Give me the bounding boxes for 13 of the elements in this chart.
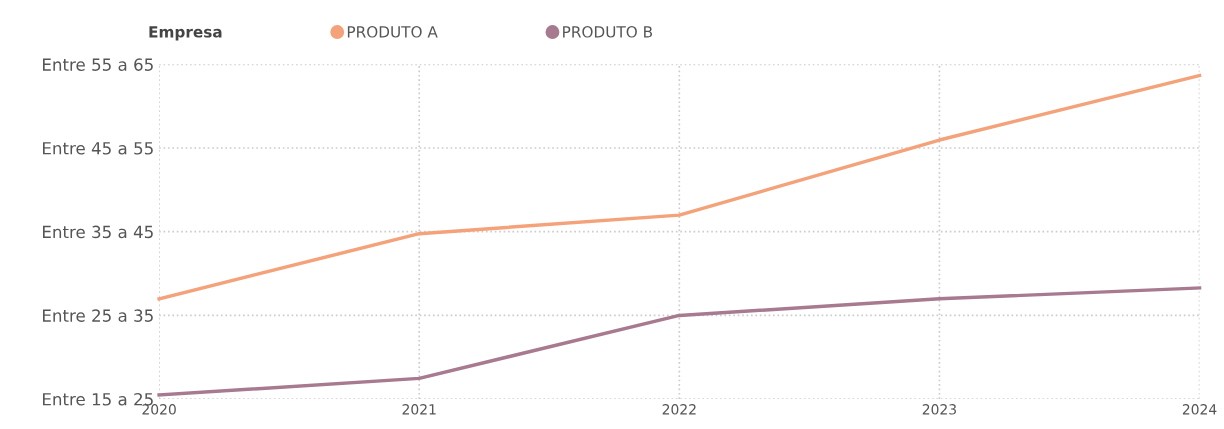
text: Entre 35 a 45 (43, 225, 153, 239)
x-tick-label: 2020 (142, 404, 176, 415)
x-tick-label: 2021 (402, 404, 436, 415)
x-tick-label: 2023 (922, 404, 956, 415)
x-tick-label: 2022 (662, 404, 696, 415)
text: Entre 55 a 65 (43, 58, 153, 71)
legend-label: PRODUTO A (347, 26, 438, 38)
legend-label: PRODUTO B (563, 26, 653, 38)
x-tick-label: 2024 (1182, 404, 1217, 415)
text: Entre 25 a 35 (43, 309, 153, 322)
text: Entre 45 a 55 (43, 142, 153, 155)
text: Entre 15 a 25 (43, 392, 153, 406)
legend-title: Empresa (149, 26, 222, 41)
